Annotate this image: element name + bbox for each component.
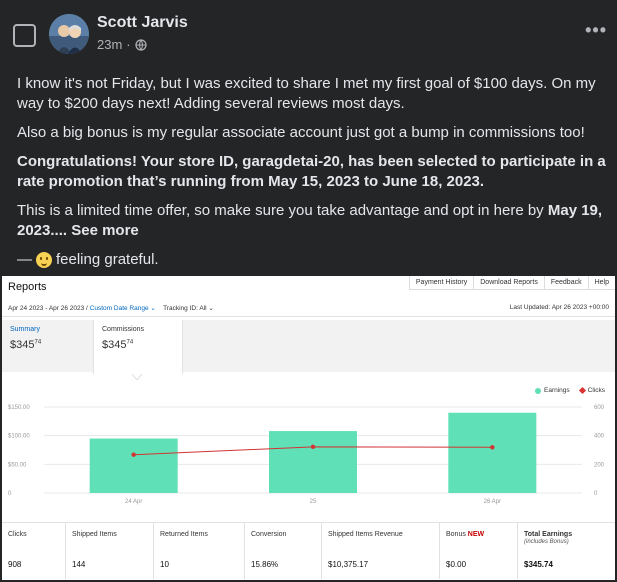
stat-label: Shipped Items Revenue xyxy=(328,531,403,538)
clicks-point xyxy=(131,452,136,457)
y-right-tick-label: 400 xyxy=(594,434,605,440)
divider xyxy=(2,316,615,317)
date-range-row: Apr 24 2023 - Apr 26 2023 / Custom Date … xyxy=(8,305,214,312)
post-body: I know it's not Friday, but I was excite… xyxy=(17,74,607,270)
globe-icon xyxy=(135,38,147,51)
payment-history-link: Payment History xyxy=(408,276,474,290)
more-options-icon[interactable]: ••• xyxy=(585,20,607,40)
avatar[interactable] xyxy=(49,14,89,54)
y-left-tick-label: $100.00 xyxy=(8,434,30,440)
help-link: Help xyxy=(587,276,615,290)
stat-label: Bonus NEW xyxy=(446,531,485,538)
x-tick-label: 26 Apr xyxy=(484,499,501,505)
stat-value: 144 xyxy=(72,560,86,569)
stat-bonus: Bonus NEW $0.00 xyxy=(440,523,518,579)
stat-label: Clicks xyxy=(8,531,27,538)
last-updated: Last Updated: Apr 26 2023 +00:00 xyxy=(509,304,609,311)
post-paragraph-1: I know it's not Friday, but I was excite… xyxy=(17,75,596,112)
download-reports-link: Download Reports xyxy=(473,276,544,290)
new-badge: NEW xyxy=(465,531,485,538)
stat-label: Total Earnings xyxy=(524,531,573,538)
grateful-emoji-icon xyxy=(36,252,52,268)
stats-row: Clicks 908 Shipped Items 144 Returned Items 1… xyxy=(2,522,615,579)
tab-summary: Summary $34574 xyxy=(10,326,42,351)
stat-clicks: Clicks 908 xyxy=(2,523,66,579)
select-checkbox[interactable] xyxy=(13,24,36,47)
legend-clicks: Clicks xyxy=(578,386,605,395)
x-tick-label: 25 xyxy=(310,499,317,505)
chart-legend: Earnings Clicks xyxy=(535,386,605,395)
stat-shipped-items-revenue: Shipped Items Revenue $10,375.17 xyxy=(322,523,440,579)
report-links: Payment History Download Reports Feedbac… xyxy=(408,276,615,290)
stat-label: Conversion xyxy=(251,531,287,538)
stat-value: 15.86% xyxy=(251,560,279,569)
stat-total-earnings: Total Earnings (includes Bonus) $345.74 xyxy=(518,523,615,579)
x-tick-label: 24 Apr xyxy=(125,499,142,505)
y-right-tick-label: 200 xyxy=(594,462,605,468)
stat-shipped-items: Shipped Items 144 xyxy=(66,523,154,579)
stat-value: $10,375.17 xyxy=(328,560,369,569)
stat-value: $0.00 xyxy=(446,560,467,569)
earnings-bar xyxy=(448,412,537,493)
stat-conversion: Conversion 15.86% xyxy=(245,523,322,579)
chart-svg: 0 $50.00 $100.00 $150.00 0 200 400 600 24 Apr 25 2… xyxy=(8,405,605,505)
stat-value: 10 xyxy=(160,560,169,569)
stat-value: 908 xyxy=(8,560,22,569)
post-paragraph-2: Also a big bonus is my regular associate… xyxy=(17,124,585,141)
earnings-chart: Earnings Clicks 0 $50.00 $100.00 $150.00 0 20… xyxy=(2,380,615,516)
report-image[interactable]: Reports Payment History Download Reports… xyxy=(2,276,615,580)
stat-label: Returned Items xyxy=(160,531,208,538)
y-left-tick-label: $50.00 xyxy=(8,462,27,468)
post-header: Scott Jarvis 23m · ••• xyxy=(0,0,617,66)
feeling-line: — feeling grateful. xyxy=(17,251,159,268)
post-paragraph-3: Congratulations! Your store ID, garagdet… xyxy=(17,153,606,190)
post-time[interactable]: 23m xyxy=(97,37,123,52)
see-more-link[interactable]: See more xyxy=(71,222,139,239)
clicks-point xyxy=(310,444,316,450)
y-left-tick-label: 0 xyxy=(8,491,12,497)
post-paragraph-4: This is a limited time offer, so make su… xyxy=(17,202,603,239)
earnings-bar xyxy=(269,431,357,493)
y-right-tick-label: 0 xyxy=(594,491,598,497)
stat-returned-items: Returned Items 10 xyxy=(154,523,245,579)
tab-commissions: Commissions $34574 xyxy=(93,320,183,374)
clicks-point xyxy=(490,445,495,450)
post-meta: 23m · xyxy=(97,37,147,52)
feedback-link: Feedback xyxy=(543,276,588,290)
author-name[interactable]: Scott Jarvis xyxy=(97,14,188,31)
feeling-text: feeling grateful. xyxy=(56,251,159,268)
report-title: Reports xyxy=(8,281,47,293)
stat-label: Shipped Items xyxy=(72,531,117,538)
earnings-bar xyxy=(89,438,178,493)
y-left-tick-label: $150.00 xyxy=(8,405,30,411)
stat-sublabel: (includes Bonus) xyxy=(524,539,569,545)
legend-earnings: Earnings xyxy=(535,387,570,394)
tab-caret-icon xyxy=(132,374,142,380)
y-right-tick-label: 600 xyxy=(594,405,605,411)
stat-value: $345.74 xyxy=(524,560,553,569)
